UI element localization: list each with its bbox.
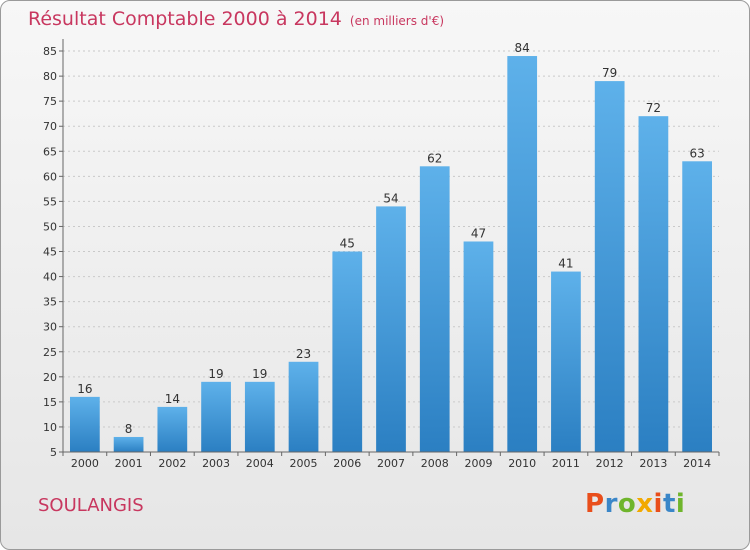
data-label: 54 [383, 191, 398, 205]
bar[interactable] [157, 406, 188, 452]
data-label: 72 [646, 101, 661, 115]
bar[interactable] [376, 206, 406, 452]
logo-letter: r [604, 489, 618, 519]
x-tick-label: 2002 [158, 457, 186, 470]
data-label: 19 [252, 367, 267, 381]
x-tick-label: 2012 [596, 457, 624, 470]
y-tick-label: 20 [43, 371, 57, 384]
bar[interactable] [201, 381, 231, 452]
y-tick-label: 75 [43, 95, 57, 108]
bar[interactable] [551, 271, 581, 452]
bar[interactable] [463, 241, 494, 452]
logo-letter: x [636, 489, 654, 519]
y-tick-label: 65 [43, 145, 57, 158]
y-tick-label: 80 [43, 70, 57, 83]
data-label: 47 [471, 226, 486, 240]
data-label: 19 [208, 367, 223, 381]
x-tick-label: 2014 [683, 457, 711, 470]
y-tick-label: 45 [43, 246, 57, 259]
x-tick-label: 2005 [290, 457, 318, 470]
data-label: 16 [77, 382, 92, 396]
x-tick-label: 2007 [377, 457, 405, 470]
chart-title-text: Résultat Comptable 2000 à 2014 [28, 8, 342, 30]
commune-name: SOULANGIS [38, 495, 144, 516]
y-tick-label: 70 [43, 120, 57, 133]
logo-letter: t [662, 489, 676, 519]
bar[interactable] [332, 251, 363, 452]
y-tick-label: 60 [43, 170, 57, 183]
logo-letter: P [585, 489, 605, 519]
bar[interactable] [244, 381, 275, 452]
y-tick-label: 40 [43, 271, 57, 284]
data-label: 79 [602, 66, 617, 80]
data-label: 14 [165, 392, 180, 406]
x-tick-label: 2008 [421, 457, 449, 470]
y-tick-label: 50 [43, 220, 57, 233]
chart-unit: (en milliers d'€) [349, 14, 445, 28]
x-tick-label: 2003 [202, 457, 230, 470]
bar[interactable] [507, 56, 538, 452]
chart-title: Résultat Comptable 2000 à 2014 (en millie… [28, 8, 444, 30]
y-tick-label: 85 [43, 45, 57, 58]
x-tick-label: 2011 [552, 457, 580, 470]
data-label: 41 [558, 257, 573, 271]
x-axis: 2000 2001 2002 2003 2004 2005 2006 2007 2008 2009… [62, 451, 720, 470]
y-tick-label: 15 [43, 396, 57, 409]
data-label: 63 [689, 146, 704, 160]
data-label: 84 [515, 41, 530, 55]
proxiti-logo[interactable]: Proxiti [585, 489, 685, 519]
y-tick-label: 5 [50, 446, 57, 459]
bar[interactable] [419, 166, 450, 452]
bars: 16 8 14 19 19 23 45 54 62 47 84 41 79 72 63 [69, 41, 713, 453]
x-tick-label: 2004 [246, 457, 274, 470]
data-label: 45 [340, 237, 355, 251]
data-label: 23 [296, 347, 311, 361]
x-tick-label: 2006 [333, 457, 361, 470]
y-axis: 5 10 15 20 25 30 35 40 45 50 55 60 65 70 75 80 85 [43, 39, 64, 459]
x-tick-label: 2013 [639, 457, 667, 470]
y-tick-label: 10 [43, 421, 57, 434]
bar[interactable] [682, 161, 713, 453]
bar[interactable] [638, 116, 669, 453]
y-tick-label: 30 [43, 321, 57, 334]
y-tick-label: 25 [43, 346, 57, 359]
x-tick-label: 2010 [508, 457, 536, 470]
bar[interactable] [594, 81, 625, 452]
x-tick-label: 2001 [115, 457, 143, 470]
logo-letter: i [653, 489, 663, 519]
bar[interactable] [113, 436, 144, 452]
logo-letter: o [617, 489, 637, 519]
logo-letter: i [675, 489, 686, 519]
y-tick-label: 55 [43, 195, 57, 208]
data-label: 8 [125, 422, 133, 436]
x-tick-label: 2000 [71, 457, 99, 470]
bar[interactable] [69, 396, 100, 452]
x-tick-label: 2009 [464, 457, 492, 470]
data-label: 62 [427, 151, 442, 165]
bar[interactable] [288, 361, 319, 452]
y-tick-label: 35 [43, 296, 57, 309]
